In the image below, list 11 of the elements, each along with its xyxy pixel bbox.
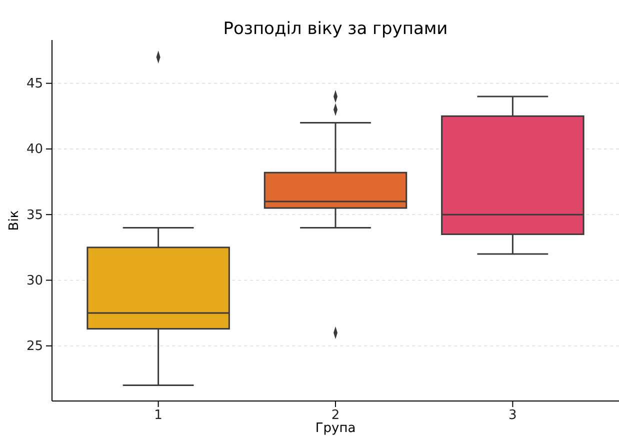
chart-title: Розподіл віку за групами bbox=[223, 19, 448, 39]
y-tick-label: 25 bbox=[26, 339, 43, 354]
x-tick-label: 1 bbox=[154, 408, 162, 424]
x-tick-label: 2 bbox=[331, 408, 340, 424]
y-tick-label: 45 bbox=[26, 76, 43, 92]
y-tick-label: 30 bbox=[26, 273, 43, 288]
x-axis-title: Група bbox=[315, 421, 356, 436]
y-axis-title: Вік bbox=[7, 210, 22, 231]
y-tick-label: 40 bbox=[26, 142, 43, 158]
x-tick-label: 3 bbox=[508, 408, 517, 424]
y-tick-label: 35 bbox=[26, 208, 43, 223]
